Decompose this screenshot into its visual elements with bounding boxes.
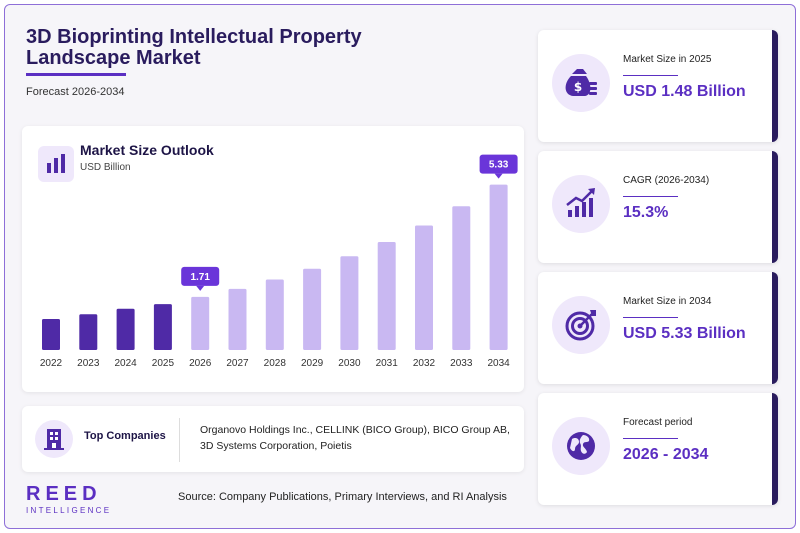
kpi-label: Forecast period (623, 417, 693, 428)
money-bag-icon: $ (552, 54, 610, 112)
svg-text:$: $ (574, 80, 582, 94)
source-note: Source: Company Publications, Primary In… (178, 491, 507, 503)
top-companies-list: Organovo Holdings Inc., CELLINK (BICO Gr… (200, 424, 510, 452)
top-companies-label: Top Companies (84, 430, 166, 442)
bar-chart-icon (38, 146, 74, 182)
kpi-card-market-size-2025: $ Market Size in 2025 USD 1.48 Billion (538, 30, 778, 142)
callout-bubble (479, 154, 518, 174)
data-label: 1.71 (190, 272, 210, 283)
x-tick-label: 2030 (338, 358, 361, 369)
kpi-value: 15.3% (623, 204, 669, 221)
globe-icon (552, 417, 610, 475)
x-tick-label: 2029 (301, 358, 324, 369)
kpi-divider (623, 196, 678, 197)
kpi-divider (623, 75, 678, 76)
kpi-value: USD 5.33 Billion (623, 325, 746, 342)
x-tick-label: 2034 (487, 358, 510, 369)
bar-2033 (452, 206, 471, 350)
bar-2027 (228, 288, 247, 350)
callout-bubble (181, 266, 220, 286)
bar-2026 (191, 296, 210, 350)
x-tick-label: 2025 (152, 358, 175, 369)
kpi-divider (623, 438, 678, 439)
kpi-label: CAGR (2026-2034) (623, 175, 710, 186)
x-tick-label: 2022 (40, 358, 63, 369)
companies-divider (179, 418, 180, 462)
x-tick-label: 2028 (264, 358, 287, 369)
logo-main-text: REED (26, 483, 102, 505)
x-tick-label: 2027 (226, 358, 249, 369)
kpi-divider (623, 317, 678, 318)
building-icon (35, 420, 73, 458)
x-tick-label: 2026 (189, 358, 212, 369)
kpi-label: Market Size in 2034 (623, 296, 712, 307)
bar-2023 (79, 314, 98, 350)
chart-unit: USD Billion (80, 162, 131, 173)
bar-2031 (377, 242, 396, 350)
x-tick-label: 2032 (413, 358, 436, 369)
x-tick-label: 2023 (77, 358, 100, 369)
bar-chart: 2022 2023 2024 2025 2026 1.71 2027 2028 2029 2030… (40, 154, 518, 369)
page-title: 3D Bioprinting Intellectual Property Lan… (26, 26, 362, 69)
bar-2028 (265, 279, 284, 350)
bar-2034 (489, 184, 508, 350)
bar-2025 (153, 304, 172, 350)
x-tick-label: 2024 (114, 358, 137, 369)
logo-sub-text: INTELLIGENCE (26, 506, 112, 515)
page-subtitle: Forecast 2026-2034 (26, 86, 125, 98)
bar-2032 (415, 225, 433, 350)
kpi-label: Market Size in 2025 (623, 54, 712, 65)
bar-2030 (340, 256, 359, 350)
callout-pointer (196, 285, 205, 291)
top-companies-card: Top Companies Organovo Holdings Inc., CE… (22, 406, 524, 472)
chart-title: Market Size Outlook (80, 142, 214, 158)
bar-2029 (303, 268, 322, 350)
target-icon (552, 296, 610, 354)
kpi-value: 2026 - 2034 (623, 446, 709, 463)
kpi-card-cagr: CAGR (2026-2034) 15.3% (538, 151, 778, 263)
title-underline (26, 73, 126, 76)
x-tick-label: 2031 (376, 358, 399, 369)
callout-pointer (494, 173, 503, 179)
growth-chart-icon (552, 175, 610, 233)
kpi-card-forecast-period: Forecast period 2026 - 2034 (538, 393, 778, 505)
market-size-chart-card: Market Size Outlook USD Billion 2022 2023… (22, 126, 524, 392)
kpi-value: USD 1.48 Billion (623, 83, 746, 100)
kpi-card-market-size-2034: Market Size in 2034 USD 5.33 Billion (538, 272, 778, 384)
bar-2024 (116, 308, 135, 350)
data-label: 5.33 (489, 160, 509, 171)
x-tick-label: 2033 (450, 358, 473, 369)
reed-intelligence-logo: REED INTELLIGENCE (26, 484, 136, 515)
bar-2022 (42, 318, 60, 350)
